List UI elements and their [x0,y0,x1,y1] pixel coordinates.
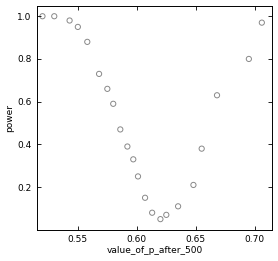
Point [52,14,56,18]
Point [164,213,168,217]
Point [118,127,123,132]
Point [131,157,135,161]
Point [105,87,110,91]
Point [111,102,115,106]
Point [125,144,130,149]
Point [215,93,219,97]
Point [97,72,101,76]
Point [199,147,204,151]
Point [136,174,140,179]
Point [158,217,163,221]
Point [150,211,154,215]
X-axis label: value_of_p_after_500: value_of_p_after_500 [106,246,203,256]
Point [191,183,196,187]
Point [260,21,264,25]
Point [67,19,72,23]
Y-axis label: power: power [6,104,14,132]
Point [143,196,147,200]
Point [247,57,251,61]
Point [176,204,180,208]
Point [76,25,80,29]
Point [85,40,90,44]
Point [40,14,45,18]
